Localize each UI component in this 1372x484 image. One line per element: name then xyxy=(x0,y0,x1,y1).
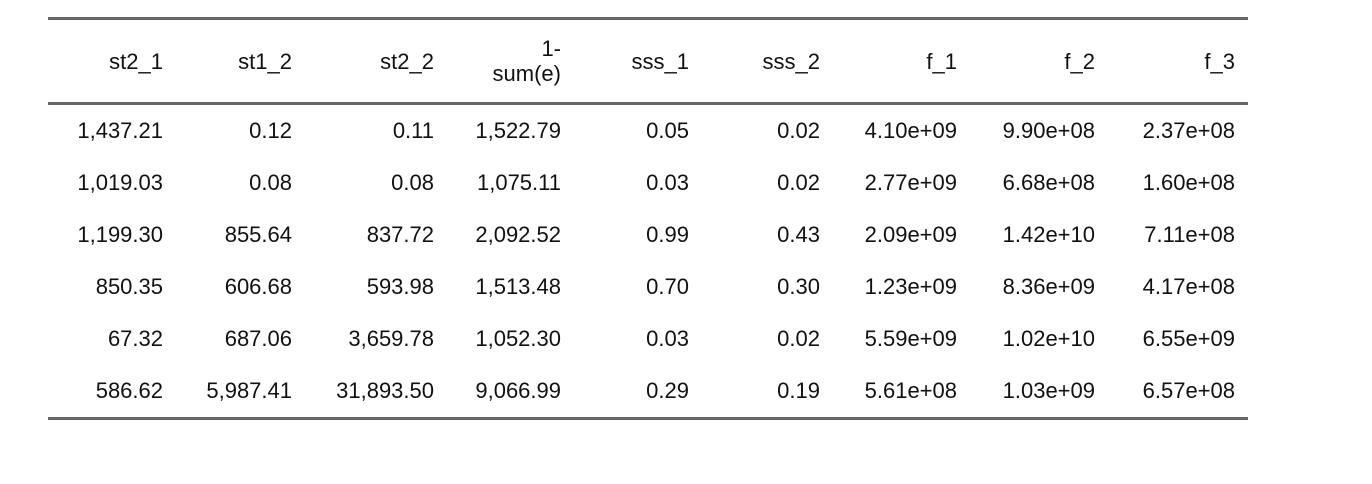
column-header: st1_2 xyxy=(176,19,305,104)
table-body: 1,437.21 0.12 0.11 1,522.79 0.05 0.02 4.10e+09… xyxy=(48,104,1248,419)
column-header-text: f_2 xyxy=(1064,48,1095,74)
table-row: 586.62 5,987.41 31,893.50 9,066.99 0.29 0.19 5… xyxy=(48,365,1248,419)
table-cell: 0.08 xyxy=(391,170,434,195)
table-cell: 8.36e+09 xyxy=(1002,274,1095,299)
table-cell: 687.06 xyxy=(224,326,292,351)
table-cell: 31,893.50 xyxy=(336,378,434,403)
table-cell: 2.77e+09 xyxy=(864,170,957,195)
table-cell: 0.05 xyxy=(646,118,689,143)
column-header-text: f_1 xyxy=(926,48,957,74)
table-cell: 1,513.48 xyxy=(475,274,561,299)
table-cell: 0.02 xyxy=(777,118,820,143)
data-table: st2_1 st1_2 st2_2 1-sum(e) sss_1 sss_2 f_1 f_2 f… xyxy=(48,17,1248,420)
table-cell: 1.60e+08 xyxy=(1142,170,1235,195)
column-header: f_2 xyxy=(970,19,1108,104)
table-cell: 9.90e+08 xyxy=(1002,118,1095,143)
column-header-text: 1-sum(e) xyxy=(492,36,561,86)
column-header: sss_2 xyxy=(702,19,833,104)
table-cell: 1,019.03 xyxy=(77,170,163,195)
table-cell: 1.42e+10 xyxy=(1002,222,1095,247)
column-header-text: st2_2 xyxy=(380,48,434,74)
table-cell: 1,437.21 xyxy=(77,118,163,143)
table-cell: 0.02 xyxy=(777,170,820,195)
column-header-text: f_3 xyxy=(1204,48,1235,74)
table-cell: 0.30 xyxy=(777,274,820,299)
table-cell: 2.09e+09 xyxy=(864,222,957,247)
table-cell: 3,659.78 xyxy=(348,326,434,351)
table-cell: 9,066.99 xyxy=(475,378,561,403)
table-cell: 1,052.30 xyxy=(475,326,561,351)
header-row: st2_1 st1_2 st2_2 1-sum(e) sss_1 sss_2 f_1 f_2 f… xyxy=(48,18,1248,104)
table-cell: 1,522.79 xyxy=(475,118,561,143)
column-header: sss_1 xyxy=(574,19,702,104)
table-cell: 0.19 xyxy=(777,378,820,403)
table-cell: 5.61e+08 xyxy=(864,378,957,403)
table-cell: 0.70 xyxy=(646,274,689,299)
table-row: 1,437.21 0.12 0.11 1,522.79 0.05 0.02 4.10e+09… xyxy=(48,104,1248,158)
table-row: 850.35 606.68 593.98 1,513.48 0.70 0.30 1.23e+… xyxy=(48,261,1248,313)
column-header-text: sss_1 xyxy=(631,48,689,74)
table-row: 67.32 687.06 3,659.78 1,052.30 0.03 0.02 5.59e… xyxy=(48,313,1248,365)
table-cell: 1.03e+09 xyxy=(1002,378,1095,403)
table-cell: 2.37e+08 xyxy=(1142,118,1235,143)
table-row: 1,199.30 855.64 837.72 2,092.52 0.99 0.43 2.09… xyxy=(48,209,1248,261)
table-header: st2_1 st1_2 st2_2 1-sum(e) sss_1 sss_2 f_1 f_2 f… xyxy=(48,18,1248,104)
table-row: 1,019.03 0.08 0.08 1,075.11 0.03 0.02 2.77e+09… xyxy=(48,157,1248,209)
column-header-text: st2_1 xyxy=(109,48,163,74)
column-header: st2_1 xyxy=(48,19,176,104)
table-cell: 0.99 xyxy=(646,222,689,247)
table-cell: 0.11 xyxy=(392,118,434,143)
table-cell: 0.29 xyxy=(646,378,689,403)
table-cell: 2,092.52 xyxy=(475,222,561,247)
table-cell: 0.03 xyxy=(646,170,689,195)
table-cell: 67.32 xyxy=(107,326,163,351)
table-cell: 1.02e+10 xyxy=(1002,326,1095,351)
table-cell: 6.68e+08 xyxy=(1002,170,1095,195)
table-cell: 1,199.30 xyxy=(77,222,163,247)
table-cell: 6.55e+09 xyxy=(1142,326,1235,351)
table-cell: 593.98 xyxy=(366,274,434,299)
table-cell: 4.17e+08 xyxy=(1142,274,1235,299)
table-cell: 0.08 xyxy=(249,170,292,195)
table-cell: 5.59e+09 xyxy=(864,326,957,351)
column-header: f_3 xyxy=(1108,19,1248,104)
column-header: 1-sum(e) xyxy=(447,19,574,104)
column-header-text: st1_2 xyxy=(238,48,292,74)
table-cell: 0.03 xyxy=(646,326,689,351)
table-cell: 6.57e+08 xyxy=(1142,378,1235,403)
table-cell: 5,987.41 xyxy=(206,378,292,403)
table-cell: 0.02 xyxy=(777,326,820,351)
table-cell: 606.68 xyxy=(224,274,292,299)
table-cell: 4.10e+09 xyxy=(864,118,957,143)
table-cell: 7.11e+08 xyxy=(1144,222,1235,247)
table-cell: 1.23e+09 xyxy=(864,274,957,299)
column-header-text: sss_2 xyxy=(762,48,820,74)
table-cell: 0.43 xyxy=(777,222,820,247)
column-header: st2_2 xyxy=(305,19,447,104)
column-header: f_1 xyxy=(833,19,970,104)
table-cell: 0.12 xyxy=(249,118,292,143)
table-cell: 850.35 xyxy=(95,274,163,299)
table-cell: 837.72 xyxy=(366,222,434,247)
table-cell: 1,075.11 xyxy=(476,170,561,195)
table-cell: 586.62 xyxy=(95,378,163,403)
table-cell: 855.64 xyxy=(224,222,292,247)
